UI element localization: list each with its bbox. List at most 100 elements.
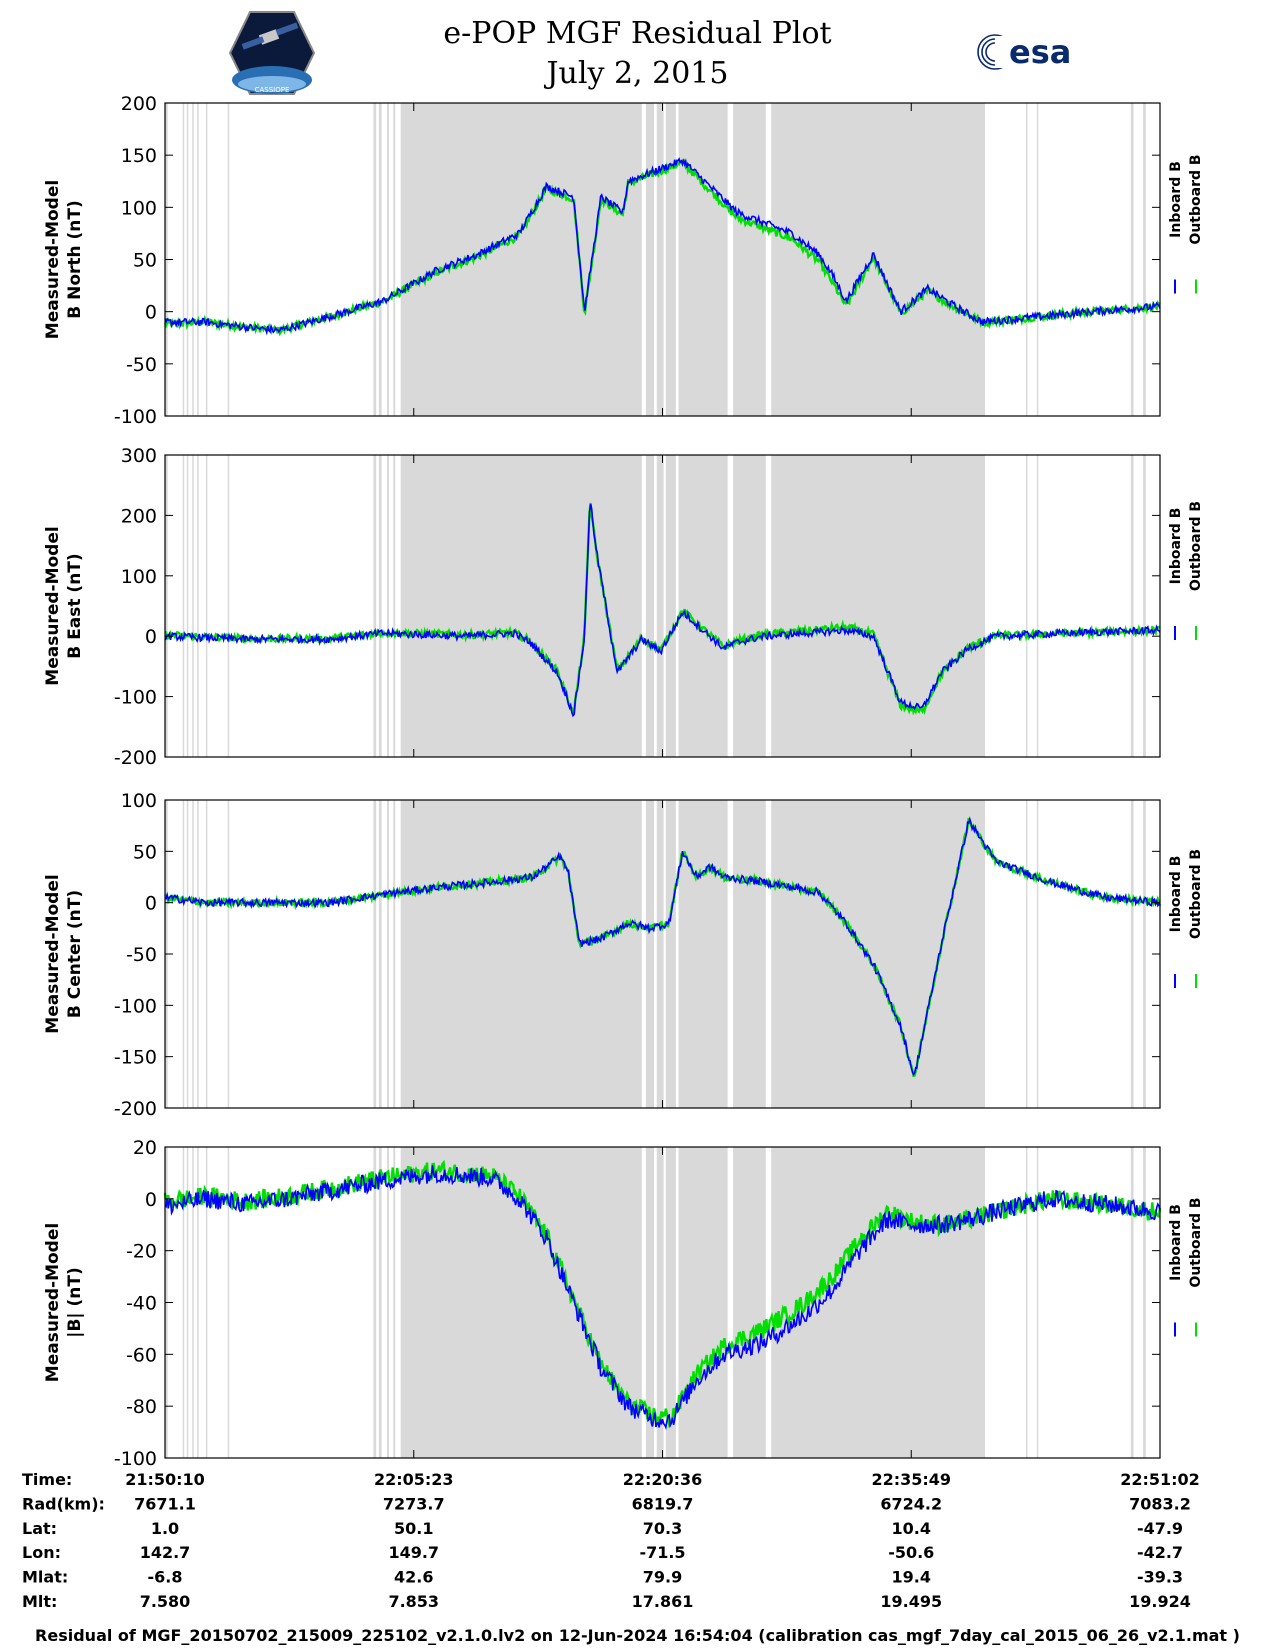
y-axis-label-line2: B Center (nT) (65, 890, 85, 1018)
shading-band (182, 455, 185, 757)
shading-band (400, 455, 986, 757)
panel-3: 100 50 0 -50 -100 -150 -200 Measured-Model B Cen… (43, 790, 1204, 1120)
shading-gap (663, 455, 666, 757)
info-cell: 22:05:23 (374, 1470, 454, 1489)
shading-band (186, 455, 189, 757)
shading-band (797, 455, 800, 757)
y-tick-label: -40 (126, 1293, 157, 1315)
info-cell: 149.7 (388, 1543, 439, 1562)
shading-band (378, 800, 382, 1108)
shading-band (1130, 455, 1134, 757)
y-tick-label: 100 (121, 197, 157, 219)
y-tick-label: 0 (145, 626, 157, 648)
shading-gap (727, 103, 734, 416)
shading-band (205, 800, 208, 1108)
y-tick-label: -50 (126, 944, 157, 966)
shading-band (519, 455, 522, 757)
shading-band (227, 455, 230, 757)
shading-band (400, 1147, 986, 1458)
y-tick-label: 100 (121, 566, 157, 588)
shading-band (1143, 800, 1146, 1108)
y-tick-label: 150 (121, 145, 157, 167)
shading-band (197, 800, 199, 1108)
info-row-label: Lat: (22, 1519, 57, 1538)
shading-gap (663, 800, 666, 1108)
y-tick-label: 0 (145, 1189, 157, 1211)
shading-band (519, 1147, 522, 1458)
panel-2: 300 200 100 0 -100 -200 Measured-Model B East (… (43, 445, 1204, 769)
info-cell: 22:35:49 (871, 1470, 951, 1489)
shading-band (227, 103, 230, 416)
shading-band (387, 1147, 389, 1458)
info-cell: 7671.1 (134, 1494, 196, 1513)
shading-band (1143, 103, 1146, 416)
info-cell: -50.6 (888, 1543, 934, 1562)
info-cell: -47.9 (1137, 1519, 1183, 1538)
shading-band (197, 103, 199, 416)
shading-band (393, 455, 396, 757)
y-tick-label: 0 (145, 893, 157, 915)
y-tick-label: 200 (121, 93, 157, 115)
shading-band (378, 455, 382, 757)
shading-band (393, 1147, 396, 1458)
footer-caption: Residual of MGF_20150702_215009_225102_v… (35, 1626, 1240, 1645)
shading-band (192, 103, 194, 416)
shading-band (1036, 800, 1039, 1108)
legend-inboard-label: Inboard B (1168, 508, 1184, 585)
info-cell: 10.4 (892, 1519, 931, 1538)
title-line-2: July 2, 2015 (546, 56, 729, 91)
shading-band (205, 1147, 208, 1458)
panel-4: 20 0 -20 -40 -60 -80 -100 Measured-Model |B| (nT… (43, 1137, 1204, 1470)
legend-outboard-label: Outboard B (1188, 849, 1204, 939)
info-cell: -42.7 (1137, 1543, 1183, 1562)
shading-gap (641, 103, 646, 416)
shading-gap (663, 1147, 666, 1458)
shading-gap (641, 455, 646, 757)
y-tick-label: -50 (126, 354, 157, 376)
shading-band (1025, 1147, 1028, 1458)
shading-band (400, 103, 986, 416)
shading-gap (675, 455, 679, 757)
shading-gap (654, 1147, 657, 1458)
info-cell: 50.1 (394, 1519, 433, 1538)
shading-band (227, 1147, 230, 1458)
info-cell: 79.9 (643, 1568, 682, 1587)
shading-band (1036, 103, 1039, 416)
shading-band (373, 455, 377, 757)
shading-band (373, 103, 377, 416)
shading-band (373, 1147, 377, 1458)
outboard-series-line (164, 502, 1161, 716)
shading-gap (641, 800, 646, 1108)
info-cell: -71.5 (639, 1543, 685, 1562)
shading-band (393, 800, 396, 1108)
cassiope-logo-icon: CASSIOPE (228, 11, 316, 95)
inboard-series-line (164, 504, 1161, 718)
shading-band (1130, 103, 1134, 416)
legend-inboard-label: Inboard B (1168, 161, 1184, 238)
y-axis-label-line1: Measured-Model (43, 1223, 63, 1382)
info-cell: 70.3 (643, 1519, 682, 1538)
info-cell: 22:51:02 (1120, 1470, 1200, 1489)
y-axis-label-line1: Measured-Model (43, 526, 63, 685)
y-tick-label: -60 (126, 1344, 157, 1366)
plot-title: e-POP MGF Residual Plot July 2, 2015 (0, 14, 1275, 94)
y-axis-label-line2: B North (nT) (65, 200, 85, 319)
shading-band (519, 103, 522, 416)
info-cell: 22:20:36 (623, 1470, 703, 1489)
y-tick-label: -200 (114, 747, 157, 769)
legend-outboard-label: Outboard B (1188, 501, 1204, 591)
info-row-label: Rad(km): (22, 1494, 105, 1513)
shading-band (186, 800, 189, 1108)
info-row-label: Mlat: (22, 1568, 68, 1587)
shading-band (1036, 455, 1039, 757)
shading-gap (654, 103, 657, 416)
y-tick-label: 0 (145, 302, 157, 324)
legend-inboard-label: Inboard B (1168, 1204, 1184, 1281)
y-tick-label: 50 (133, 250, 157, 272)
y-tick-label: -150 (114, 1047, 157, 1069)
shading-band (192, 455, 194, 757)
shading-gap (765, 800, 772, 1108)
shading-band (1130, 1147, 1134, 1458)
shading-band (1025, 455, 1028, 757)
shading-gap (765, 103, 772, 416)
